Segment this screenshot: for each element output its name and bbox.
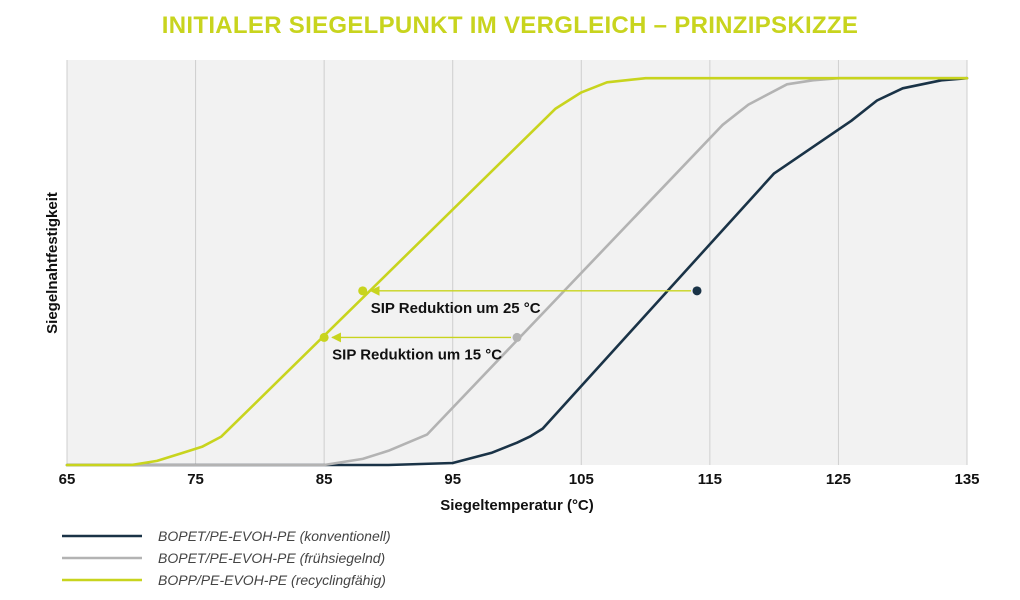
legend-label: BOPET/PE-EVOH-PE (konventionell) [158, 528, 391, 544]
x-tick-label: 125 [826, 471, 851, 488]
plot-area [67, 60, 967, 465]
annotation-label: SIP Reduktion um 25 °C [371, 300, 541, 317]
x-tick-labels: 65 75 85 95 105 115 125 135 [59, 471, 980, 488]
x-tick-label: 105 [569, 471, 594, 488]
legend-label: BOPP/PE-EVOH-PE (recyclingfähig) [158, 572, 386, 588]
annotation-end-point [319, 332, 329, 342]
x-tick-label: 115 [698, 471, 722, 488]
annotation-label: SIP Reduktion um 15 °C [332, 346, 502, 363]
y-axis-title: Siegelnahtfestigkeit [44, 192, 61, 334]
legend: BOPET/PE-EVOH-PE (konventionell) BOPET/PE… [62, 528, 391, 588]
annotation-start-point [692, 286, 702, 296]
x-axis-title: Siegeltemperatur (°C) [440, 497, 594, 514]
series-line-1 [65, 76, 969, 467]
chart-title: INITIALER SIEGELPUNKT IM VERGLEICH – PRI… [161, 12, 859, 39]
gridlines [66, 60, 968, 465]
series-line-2 [65, 76, 969, 467]
series-lines [65, 76, 969, 467]
x-tick-label: 85 [316, 471, 333, 488]
series-line-0 [65, 76, 969, 467]
x-tick-label: 95 [444, 471, 461, 488]
x-tick-label: 75 [187, 471, 204, 488]
legend-label: BOPET/PE-EVOH-PE (frühsiegelnd) [158, 550, 385, 566]
x-tick-label: 65 [59, 471, 76, 488]
annotation-start-point [512, 332, 522, 342]
annotations: SIP Reduktion um 25 °C SIP Reduktion um 1… [319, 285, 702, 363]
annotation-end-point [358, 286, 368, 296]
x-tick-label: 135 [954, 471, 979, 488]
